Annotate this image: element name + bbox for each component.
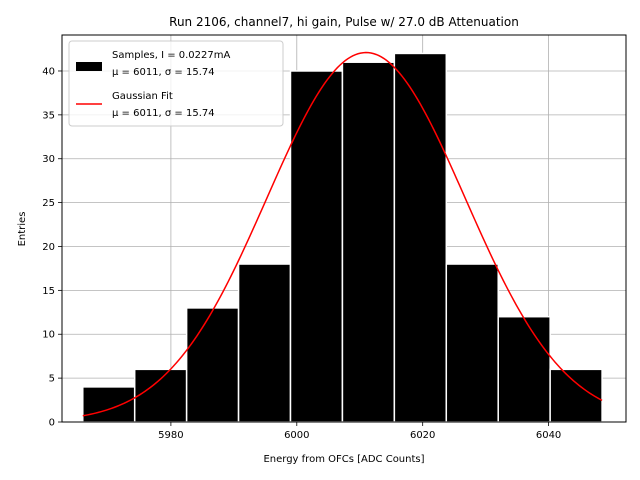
plot-frame (61, 34, 627, 423)
legend-samples-swatch (76, 62, 102, 71)
histogram-bar (82, 386, 136, 423)
x-tick-label: 5980 (158, 430, 183, 441)
chart-title: Run 2106, channel7, hi gain, Pulse w/ 27… (169, 15, 519, 29)
histogram-bar (185, 307, 240, 423)
y-tick-label: 20 (42, 242, 55, 253)
legend-samples-stats: μ = 6011, σ = 15.74 (112, 67, 215, 78)
y-tick-label: 35 (42, 110, 55, 121)
gaussian-fit-line (82, 51, 603, 417)
y-tick-label: 30 (42, 154, 55, 165)
y-tick-label: 15 (42, 286, 55, 297)
y-axis-label: Entries (17, 212, 28, 247)
legend-samples-label: Samples, I = 0.0227mA (112, 50, 230, 61)
x-tick-label: 6020 (410, 430, 435, 441)
x-tick-label: 6000 (284, 430, 309, 441)
y-tick-label: 5 (49, 374, 55, 385)
y-tick-label: 40 (42, 66, 55, 77)
x-axis-label: Energy from OFCs [ADC Counts] (263, 454, 424, 465)
legend-fit-label: Gaussian Fit (112, 91, 173, 102)
legend-fit-stats: μ = 6011, σ = 15.74 (112, 108, 215, 119)
histogram-bar (445, 263, 499, 423)
y-tick-label: 25 (42, 198, 55, 209)
histogram-bar (133, 368, 188, 423)
y-axis-ticks: 0 5 10 15 20 25 30 35 40 (42, 66, 62, 429)
histogram-bar (497, 315, 551, 423)
legend-box (68, 40, 284, 127)
x-axis-ticks: 5980 6000 6020 6040 (158, 422, 561, 441)
y-tick-label: 0 (49, 418, 55, 429)
histogram-bar (289, 70, 344, 423)
legend: Samples, I = 0.0227mA μ = 6011, σ = 15.7… (68, 40, 284, 127)
histogram-bar (237, 263, 292, 423)
y-tick-label: 10 (42, 330, 55, 341)
histogram-bar (341, 61, 396, 423)
x-tick-label: 6040 (536, 430, 561, 441)
histogram-bar (393, 52, 448, 423)
